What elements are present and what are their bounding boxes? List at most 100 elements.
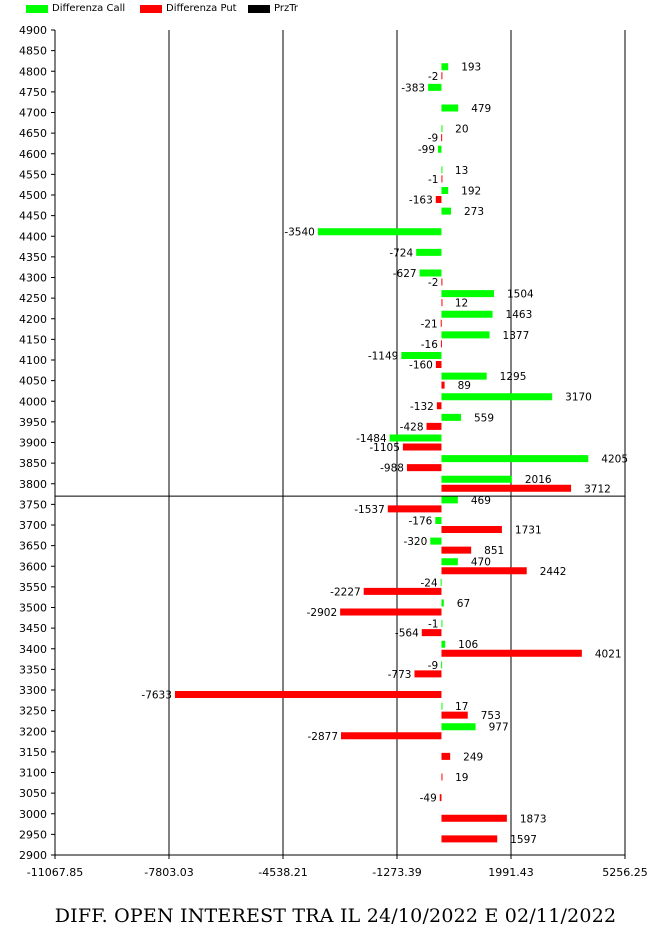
call-bar <box>441 661 443 669</box>
put-bar <box>441 835 498 843</box>
y-tick-label: 4000 <box>19 395 47 408</box>
call-bar <box>441 702 443 710</box>
y-tick-label: 3400 <box>19 643 47 656</box>
put-value-label: -2 <box>428 71 438 83</box>
put-bar <box>439 794 442 802</box>
y-tick-label: 4900 <box>19 24 47 37</box>
call-value-label: 559 <box>474 412 494 424</box>
put-bar <box>414 670 442 678</box>
put-value-label: 2442 <box>540 566 567 578</box>
y-tick-label: 4450 <box>19 210 47 223</box>
call-value-label: -627 <box>393 268 417 280</box>
put-bar <box>441 649 582 657</box>
call-value-label: 470 <box>471 557 491 569</box>
call-bar <box>441 640 446 648</box>
call-value-label: 273 <box>464 206 484 218</box>
put-value-label: 4021 <box>595 648 622 660</box>
put-bar <box>441 546 472 554</box>
put-bar <box>441 773 443 781</box>
put-bar <box>340 608 442 616</box>
put-bar <box>174 691 442 699</box>
put-bar <box>441 381 445 389</box>
put-value-label: 753 <box>481 710 501 722</box>
put-bar <box>402 443 442 451</box>
call-bar <box>419 269 442 277</box>
x-tick-label: 1991.43 <box>488 866 534 879</box>
legend-swatch-put <box>140 5 162 13</box>
y-tick-label: 3600 <box>19 560 47 573</box>
y-tick-label: 4100 <box>19 354 47 367</box>
call-value-label: -320 <box>403 536 427 548</box>
put-value-label: 1597 <box>510 834 537 846</box>
put-value-label: 89 <box>458 380 471 392</box>
y-tick-label: 3350 <box>19 663 47 676</box>
call-bar <box>317 228 442 236</box>
call-value-label: 1377 <box>503 330 530 342</box>
put-value-label: 12 <box>455 298 468 310</box>
put-value-label: -428 <box>400 421 424 433</box>
put-bar <box>441 175 443 183</box>
put-value-label: -1 <box>428 174 438 186</box>
put-bar <box>341 732 442 740</box>
call-value-label: 13 <box>455 165 468 177</box>
y-tick-label: 4150 <box>19 333 47 346</box>
put-bar <box>435 361 442 369</box>
y-tick-label: 3950 <box>19 416 47 429</box>
call-value-label: -9 <box>428 660 438 672</box>
put-value-label: 1731 <box>515 525 542 537</box>
put-value-label: -1537 <box>354 504 385 516</box>
put-bar <box>426 422 442 430</box>
call-value-label: 469 <box>471 495 491 507</box>
put-bar <box>441 278 443 286</box>
y-tick-label: 3700 <box>19 519 47 532</box>
y-tick-label: 4850 <box>19 45 47 58</box>
put-bar <box>436 402 442 410</box>
y-tick-label: 4250 <box>19 292 47 305</box>
call-value-label: -99 <box>418 144 435 156</box>
y-tick-label: 3550 <box>19 581 47 594</box>
put-bar <box>441 526 502 534</box>
put-value-label: -564 <box>395 628 419 640</box>
call-value-label: -724 <box>389 247 413 259</box>
put-bar <box>387 505 442 513</box>
call-bar <box>441 558 458 566</box>
call-value-label: 1463 <box>506 309 533 321</box>
call-value-label: 4205 <box>601 454 628 466</box>
put-value-label: -132 <box>410 401 434 413</box>
legend-label-call: Differenza Call <box>52 3 126 14</box>
call-bar <box>441 496 458 504</box>
y-tick-label: 4400 <box>19 230 47 243</box>
call-value-label: -3540 <box>284 227 315 239</box>
y-tick-label: 3900 <box>19 437 47 450</box>
y-tick-label: 3200 <box>19 725 47 738</box>
y-tick-label: 4300 <box>19 272 47 285</box>
put-bar <box>440 319 442 327</box>
call-value-label: 1295 <box>500 371 527 383</box>
call-value-label: -1149 <box>368 350 399 362</box>
call-bar <box>441 599 444 607</box>
put-bar <box>441 752 451 760</box>
y-tick-label: 4050 <box>19 375 47 388</box>
call-bar <box>441 413 461 421</box>
y-tick-label: 3750 <box>19 498 47 511</box>
y-tick-label: 4700 <box>19 107 47 120</box>
put-bar <box>421 629 442 637</box>
call-value-label: 2016 <box>525 474 552 486</box>
call-bar <box>401 351 442 359</box>
y-tick-label: 4550 <box>19 168 47 181</box>
put-value-label: -160 <box>409 360 433 372</box>
y-tick-label: 4750 <box>19 86 47 99</box>
put-value-label: -2902 <box>307 607 338 619</box>
call-bar <box>441 723 476 731</box>
call-value-label: 3170 <box>565 392 592 404</box>
call-bar <box>441 104 459 112</box>
put-value-label: -9 <box>428 133 438 145</box>
call-bar <box>435 516 442 524</box>
call-value-label: 106 <box>458 639 478 651</box>
x-tick-label: -4538.21 <box>258 866 307 879</box>
call-bar <box>441 455 589 463</box>
y-tick-label: 3800 <box>19 478 47 491</box>
put-value-label: -2227 <box>330 586 361 598</box>
call-bar <box>441 63 449 71</box>
call-value-label: 193 <box>461 62 481 74</box>
